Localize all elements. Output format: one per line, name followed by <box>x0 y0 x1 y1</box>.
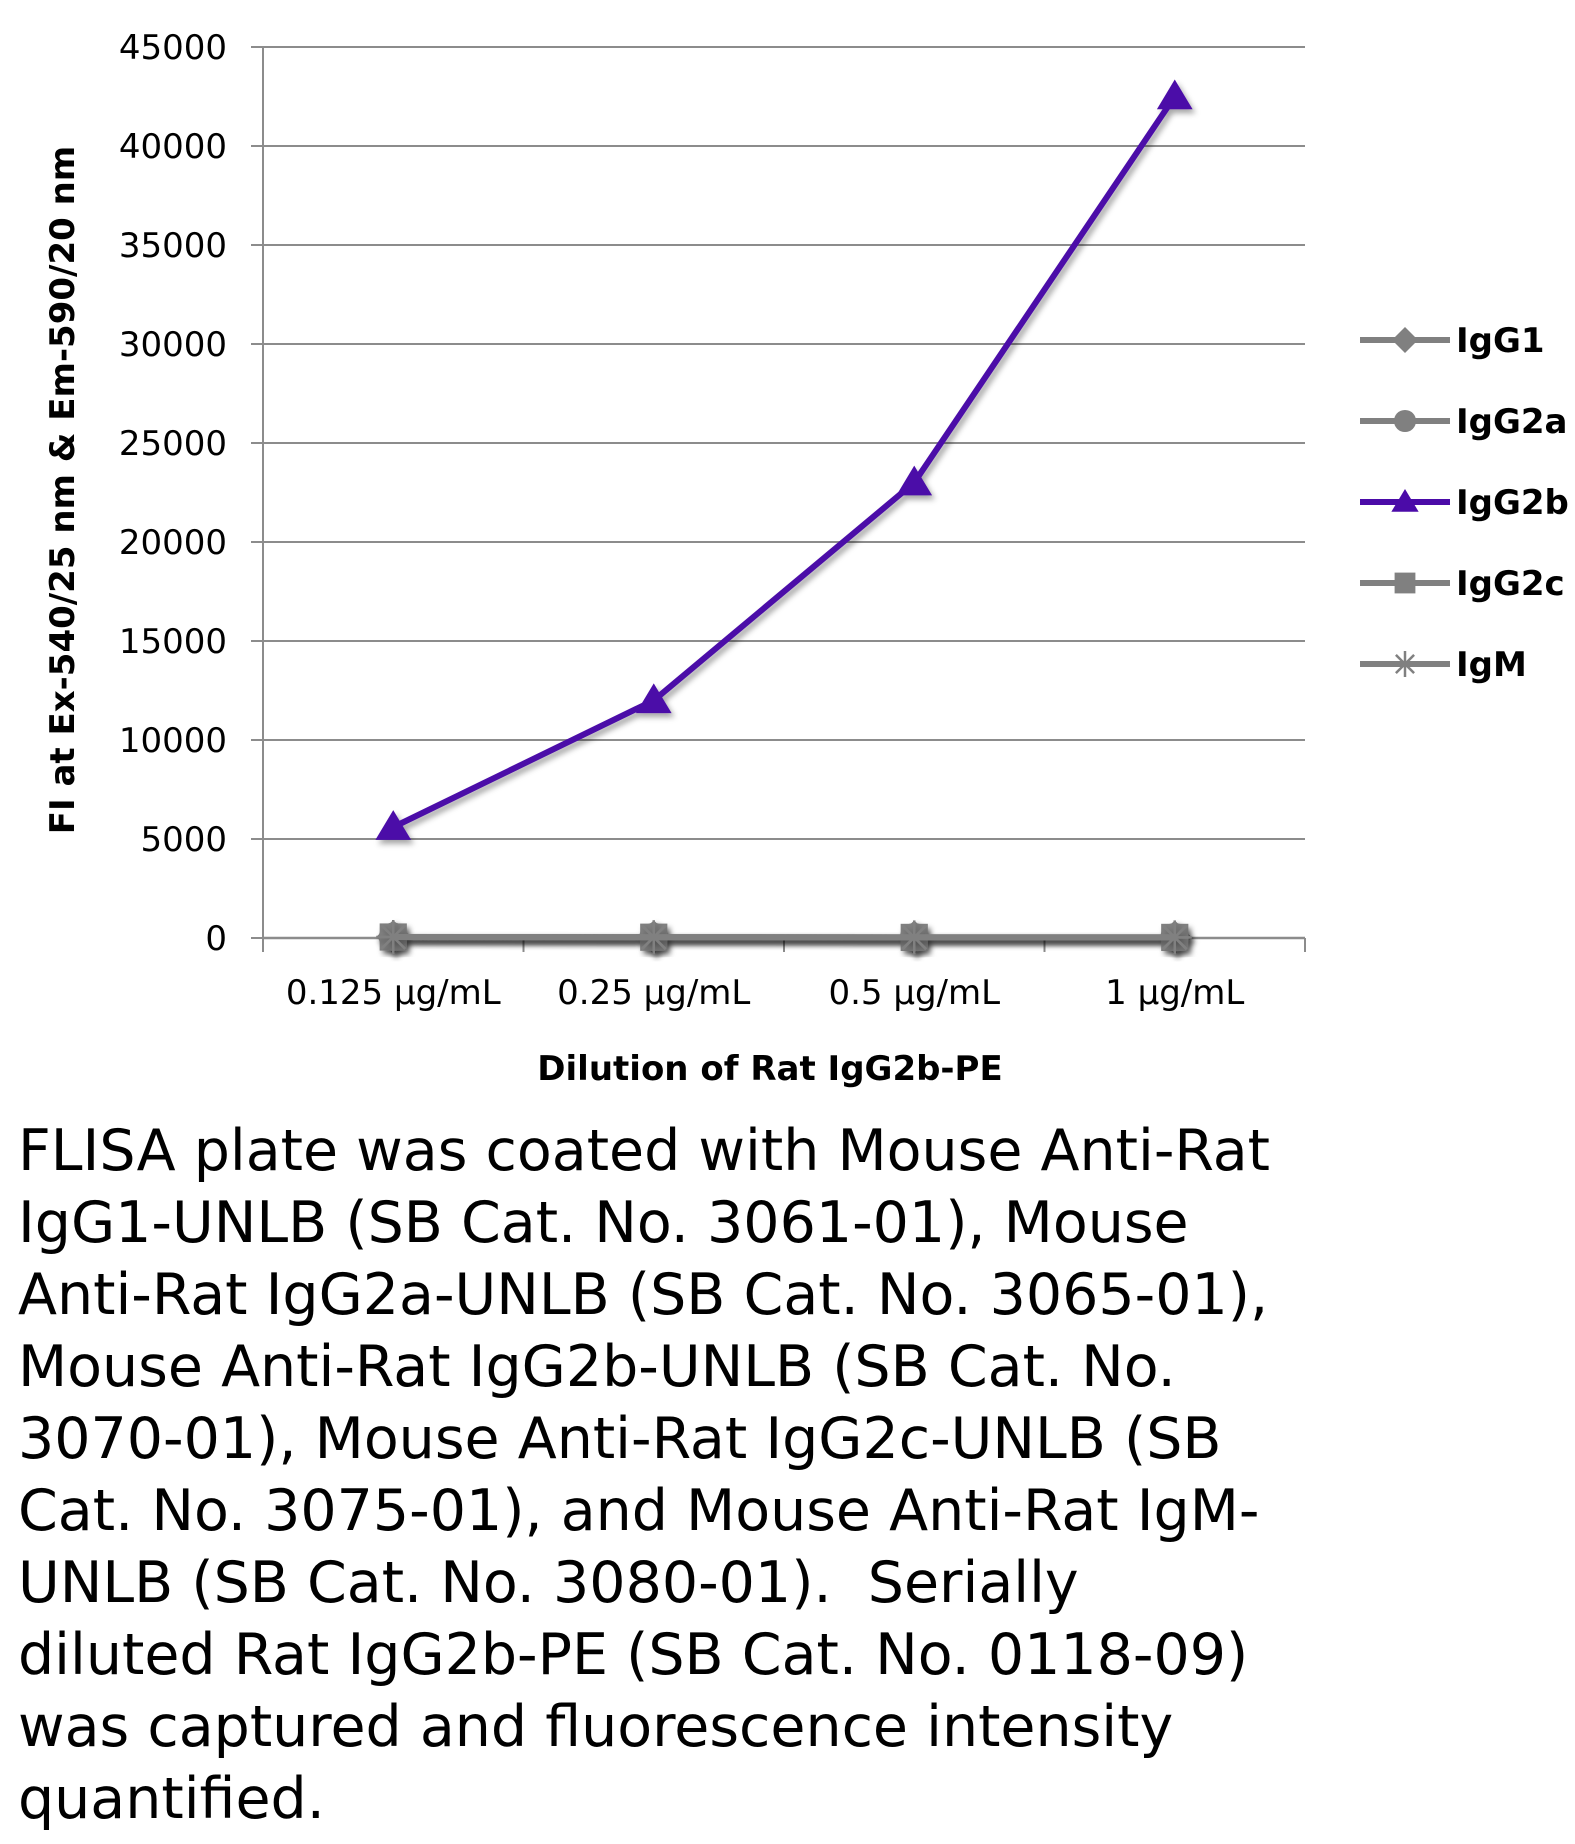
legend-label: IgG2b <box>1456 483 1569 523</box>
legend-item-IgG2c: IgG2c <box>1360 564 1565 604</box>
legend-label: IgG1 <box>1456 321 1545 361</box>
data-point-IgG2b <box>635 683 672 714</box>
data-point-IgG2b <box>375 810 412 840</box>
data-point-IgG2b <box>896 465 933 496</box>
series-IgM <box>376 920 1192 955</box>
x-tick-label: 0.25 µg/mL <box>557 973 750 1013</box>
star-stroke <box>640 924 667 950</box>
legend: IgG1 IgG2a IgG2b IgG2c IgM <box>1360 321 1569 685</box>
x-tick-labels: 0.125 µg/mL 0.25 µg/mL 0.5 µg/mL 1 µg/mL <box>286 973 1245 1013</box>
legend-marker-IgM <box>1392 651 1418 677</box>
y-tick-label: 25000 <box>119 424 227 464</box>
figure-caption: FLISA plate was coated with Mouse Anti-R… <box>18 1118 1289 1832</box>
legend-marker-IgG2a <box>1393 409 1417 433</box>
legend-marker-IgG1 <box>1392 327 1418 353</box>
legend-item-IgG2a: IgG2a <box>1360 402 1568 442</box>
legend-marker-IgG2b <box>1391 489 1419 512</box>
chart: 0 5000 10000 15000 20000 25000 30000 35000 40000… <box>43 28 1569 1089</box>
legend-item-IgG1: IgG1 <box>1360 321 1545 361</box>
data-point-IgM <box>636 920 671 955</box>
y-tick-label: 0 <box>205 919 227 959</box>
x-tick-label: 0.125 µg/mL <box>286 973 501 1013</box>
y-axis-title: FI at Ex-540/25 nm & Em-590/20 nm <box>43 146 83 834</box>
y-tick-label: 15000 <box>119 622 227 662</box>
y-tick-label: 35000 <box>119 226 227 266</box>
gridlines <box>263 46 1305 840</box>
y-tick-label: 45000 <box>119 28 227 68</box>
data-point-IgM <box>376 920 411 955</box>
series-lines <box>375 79 1193 955</box>
data-point-IgM <box>897 920 932 955</box>
y-tick-label: 10000 <box>119 721 227 761</box>
series-IgG2b <box>375 79 1193 840</box>
legend-label: IgG2c <box>1456 564 1565 604</box>
legend-label: IgM <box>1456 645 1527 685</box>
legend-marker-IgG2c <box>1394 572 1416 594</box>
star-stroke <box>901 924 928 951</box>
star-stroke <box>380 924 407 950</box>
x-axis-title: Dilution of Rat IgG2b-PE <box>537 1049 1002 1089</box>
y-tick-labels: 0 5000 10000 15000 20000 25000 30000 35000 40000… <box>119 28 227 959</box>
legend-item-IgM: IgM <box>1360 645 1527 685</box>
x-tick-label: 0.5 µg/mL <box>828 973 1000 1013</box>
data-point-IgG2b <box>1156 79 1193 110</box>
x-tick-label: 1 µg/mL <box>1105 973 1244 1013</box>
y-tick-label: 20000 <box>119 523 227 563</box>
y-tick-label: 5000 <box>140 820 227 860</box>
data-point-IgM <box>1157 920 1192 955</box>
legend-label: IgG2a <box>1456 402 1568 442</box>
star-stroke <box>1161 924 1188 951</box>
legend-item-IgG2b: IgG2b <box>1360 483 1569 523</box>
y-tick-label: 40000 <box>119 127 227 167</box>
star-stroke <box>1395 654 1415 674</box>
y-tick-label: 30000 <box>119 325 227 365</box>
series-line-IgG2b <box>391 94 1178 830</box>
